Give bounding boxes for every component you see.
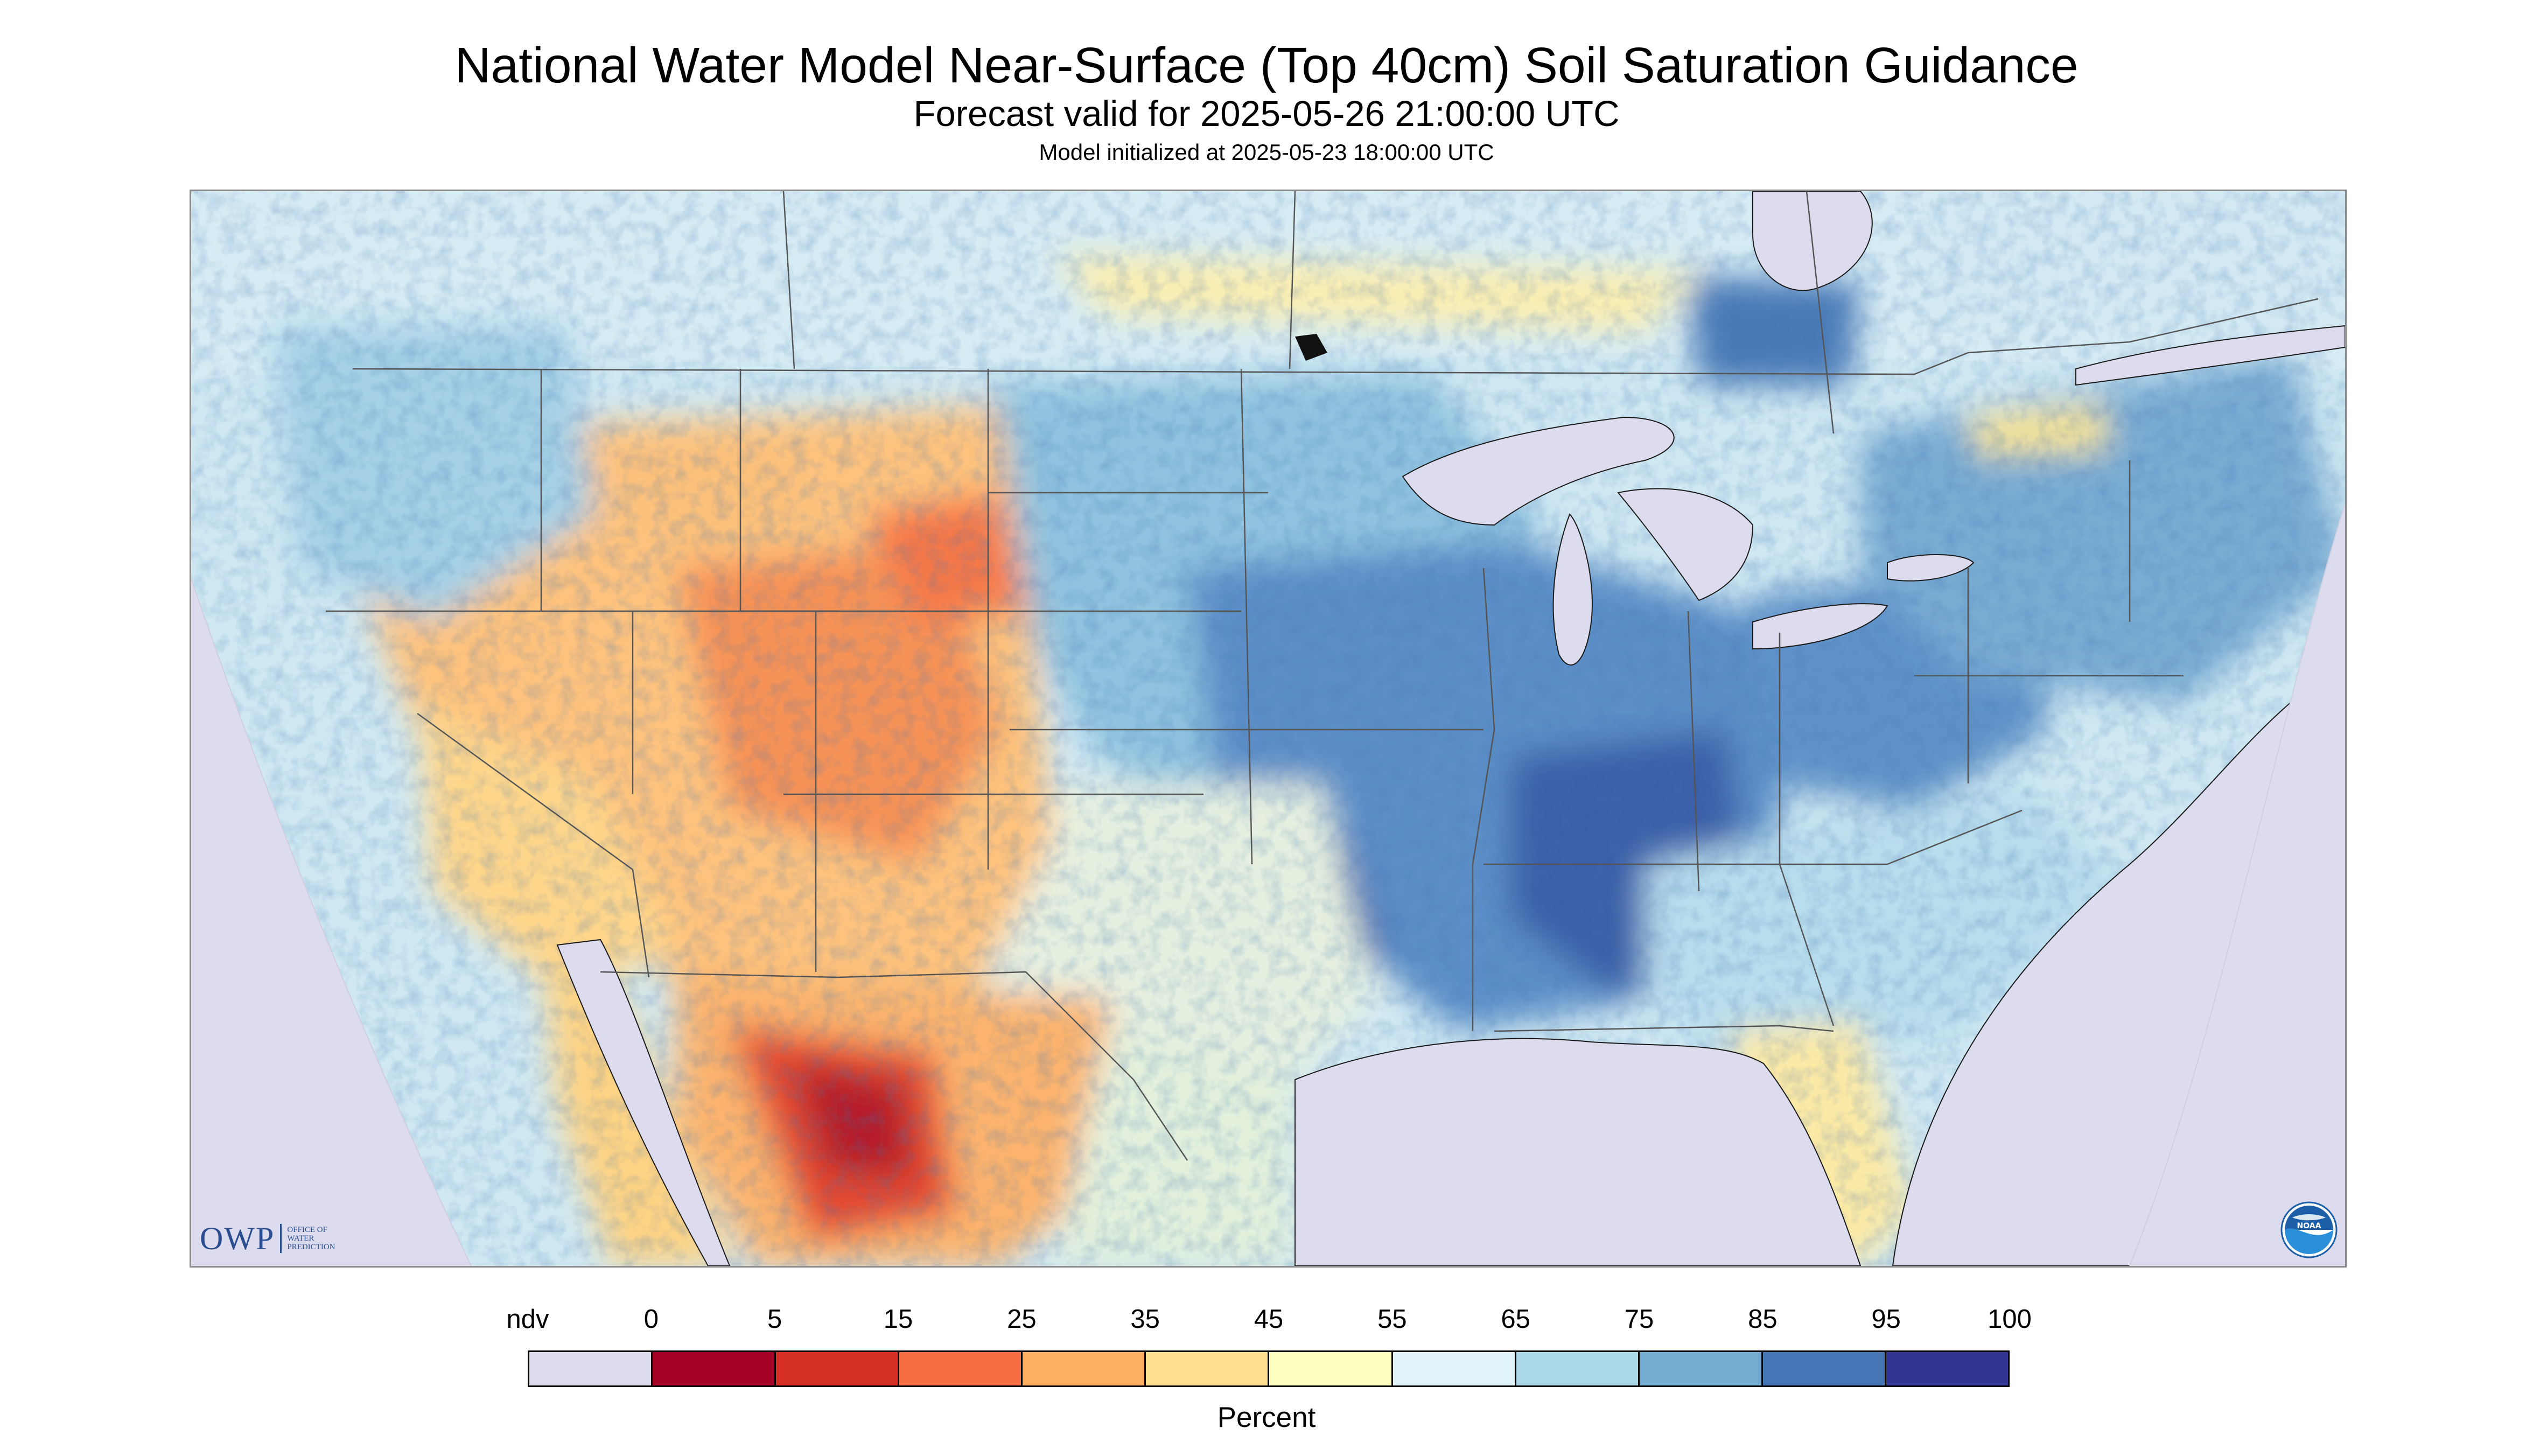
- gulf-of-california: [556, 939, 731, 1266]
- noaa-logo-icon: NOAA: [2280, 1201, 2338, 1258]
- legend-tick-label: 15: [883, 1305, 913, 1334]
- legend-tick-label: 75: [1624, 1305, 1654, 1334]
- great-lakes: [1402, 191, 2345, 666]
- lake-of-the-woods: [1295, 334, 1327, 361]
- legend-tick-label: 0: [643, 1305, 659, 1334]
- model-init-time: Model initialized at 2025-05-23 18:00:00…: [1039, 139, 1494, 165]
- map-title: National Water Model Near-Surface (Top 4…: [454, 37, 2079, 93]
- colorbar-swatch: [1638, 1350, 1763, 1387]
- model-domain: [191, 191, 2345, 1266]
- colorbar-swatch: [528, 1350, 653, 1387]
- map-panel: OWP OFFICE OF WATER PREDICTION NOAA: [190, 190, 2347, 1268]
- owp-logo-line: PREDICTION: [287, 1243, 335, 1251]
- owp-logo-line: WATER: [287, 1234, 314, 1243]
- legend-tick-label: 5: [767, 1305, 782, 1334]
- legend-tick-label: 95: [1871, 1305, 1901, 1334]
- legend-tick-label: 100: [1988, 1305, 2032, 1334]
- owp-logo-mark: OWP: [200, 1221, 275, 1256]
- legend-tick-label: 35: [1130, 1305, 1160, 1334]
- colorbar-swatch: [1761, 1350, 1886, 1387]
- colorbar-swatch: [898, 1350, 1023, 1387]
- legend-tick-label: 45: [1254, 1305, 1284, 1334]
- colorbar-legend: ndv 0 5 15 25 35 45 55 65 75 85 95 100 Percent: [0, 1282, 2533, 1443]
- soil-saturation-map: [191, 191, 2345, 1266]
- colorbar-swatch: [1514, 1350, 1640, 1387]
- owp-logo-divider: [280, 1224, 282, 1253]
- colorbar: [528, 1350, 2010, 1387]
- colorbar-swatch: [1144, 1350, 1270, 1387]
- colorbar-swatch: [774, 1350, 900, 1387]
- forecast-valid-time: Forecast valid for 2025-05-26 21:00:00 U…: [913, 94, 1620, 134]
- gulf-of-mexico: [1295, 1038, 1862, 1266]
- legend-units-label: Percent: [1217, 1402, 1316, 1433]
- owp-logo-line: OFFICE OF: [287, 1226, 327, 1234]
- colorbar-swatch: [1268, 1350, 1393, 1387]
- legend-tick-label: 85: [1748, 1305, 1778, 1334]
- owp-logo: OWP OFFICE OF WATER PREDICTION: [200, 1220, 357, 1257]
- legend-tick-label: 25: [1007, 1305, 1037, 1334]
- owp-logo-wordmark: OFFICE OF WATER PREDICTION: [287, 1226, 357, 1251]
- colorbar-swatch: [1884, 1350, 2010, 1387]
- legend-tick-label: ndv: [506, 1305, 549, 1334]
- colorbar-swatch: [1021, 1350, 1146, 1387]
- colorbar-swatch: [1391, 1350, 1516, 1387]
- legend-tick-label: 55: [1377, 1305, 1407, 1334]
- colorbar-swatch: [651, 1350, 776, 1387]
- political-boundaries: [326, 191, 2319, 1161]
- noaa-logo-text: NOAA: [2297, 1222, 2321, 1230]
- legend-tick-label: 65: [1501, 1305, 1530, 1334]
